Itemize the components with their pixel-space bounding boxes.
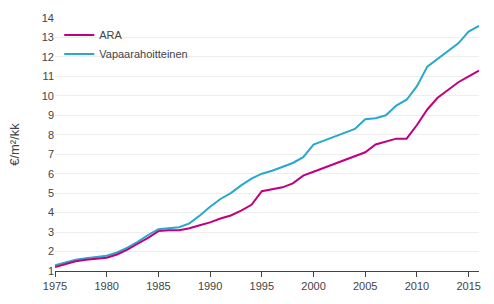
svg-text:7: 7 <box>48 148 54 160</box>
svg-text:10: 10 <box>42 90 54 102</box>
svg-text:3: 3 <box>48 226 54 238</box>
svg-text:2015: 2015 <box>456 280 480 292</box>
svg-text:1: 1 <box>48 265 54 277</box>
svg-text:2010: 2010 <box>405 280 429 292</box>
svg-text:2: 2 <box>48 245 54 257</box>
svg-text:1985: 1985 <box>146 280 170 292</box>
svg-text:8: 8 <box>48 129 54 141</box>
svg-text:2005: 2005 <box>353 280 377 292</box>
svg-text:11: 11 <box>43 70 54 82</box>
svg-text:2000: 2000 <box>301 280 325 292</box>
svg-text:1995: 1995 <box>250 280 274 292</box>
svg-text:14: 14 <box>42 12 54 24</box>
svg-text:ARA: ARA <box>99 29 122 41</box>
svg-text:1975: 1975 <box>43 280 67 292</box>
svg-text:13: 13 <box>42 31 54 43</box>
svg-text:6: 6 <box>48 168 54 180</box>
svg-text:4: 4 <box>48 206 54 218</box>
svg-text:Vapaarahoitteinen: Vapaarahoitteinen <box>99 48 187 60</box>
svg-text:1990: 1990 <box>198 280 222 292</box>
svg-text:12: 12 <box>42 51 54 63</box>
svg-text:€/m²/kk: €/m²/kk <box>7 123 22 166</box>
svg-text:9: 9 <box>48 109 54 121</box>
svg-text:1980: 1980 <box>94 280 118 292</box>
svg-text:5: 5 <box>48 187 54 199</box>
